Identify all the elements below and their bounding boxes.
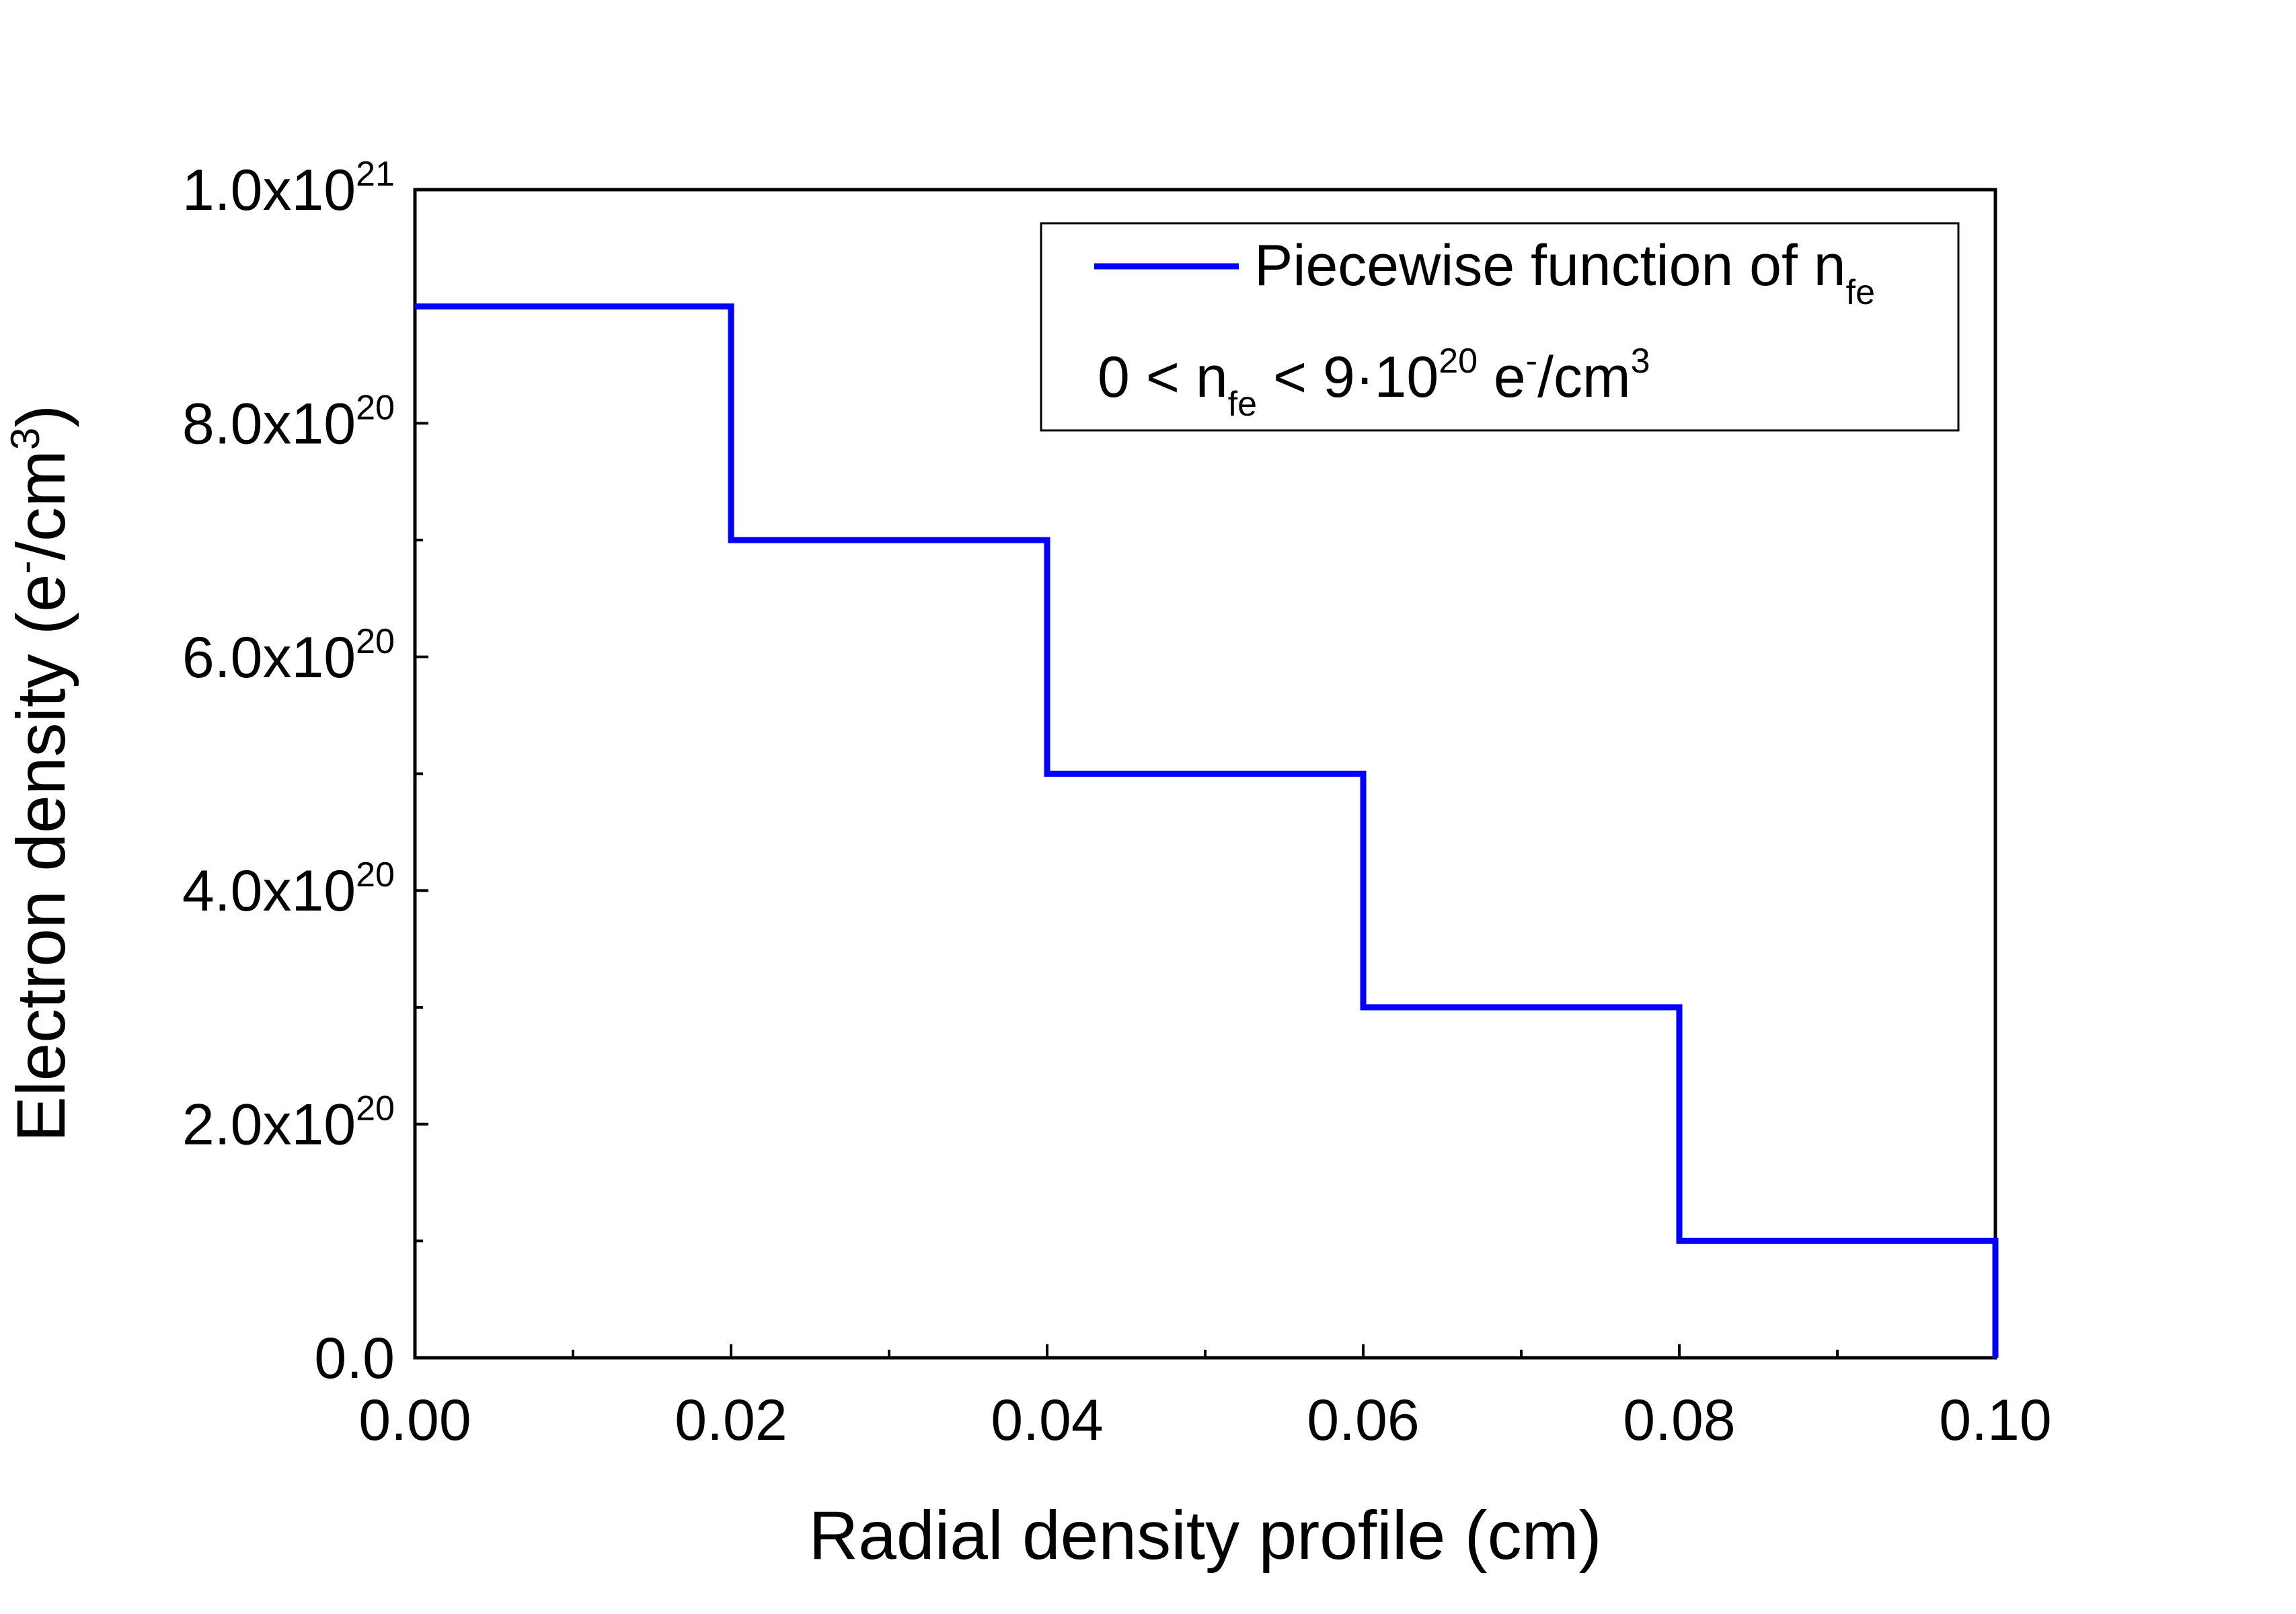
y-axis-ticks: 0.0 2.0x1020 4.0x1020 6.0x1020 8.0x1020 1.0x1… [182, 155, 428, 1391]
legend-box [1040, 222, 1960, 432]
y-tick-label: 6.0x1020 [182, 622, 395, 690]
y-tick-label: 4.0x1020 [182, 855, 395, 923]
x-tick-label: 0.10 [1939, 1388, 2051, 1453]
x-tick-label: 0.00 [358, 1388, 471, 1453]
y-tick-label: 0.0 [314, 1326, 395, 1391]
series-layer [415, 303, 1999, 1358]
y-tick-label: 8.0x1020 [182, 388, 395, 456]
legend: Piecewise function of nfe 0 < nfe < 9·10… [1040, 222, 1960, 432]
x-tick-label: 0.04 [991, 1388, 1103, 1453]
x-tick-label: 0.08 [1623, 1388, 1735, 1453]
y-axis-label: Electron density (e-/cm3) [3, 405, 79, 1142]
y-tick-label: 1.0x1021 [182, 155, 395, 223]
x-axis-ticks: 0.00 0.02 0.04 0.06 0.08 0.10 [358, 1344, 2052, 1453]
x-tick-label: 0.02 [675, 1388, 787, 1453]
x-axis-label: Radial density profile (cm) [808, 1497, 1601, 1574]
legend-range-note: 0 < nfe < 9·1020 e-/cm3 [1098, 342, 1650, 424]
legend-label: Piecewise function of nfe [1254, 233, 1875, 312]
series-step-line [415, 303, 1999, 1358]
x-tick-label: 0.06 [1307, 1388, 1419, 1453]
y-tick-label: 2.0x1020 [182, 1089, 395, 1157]
